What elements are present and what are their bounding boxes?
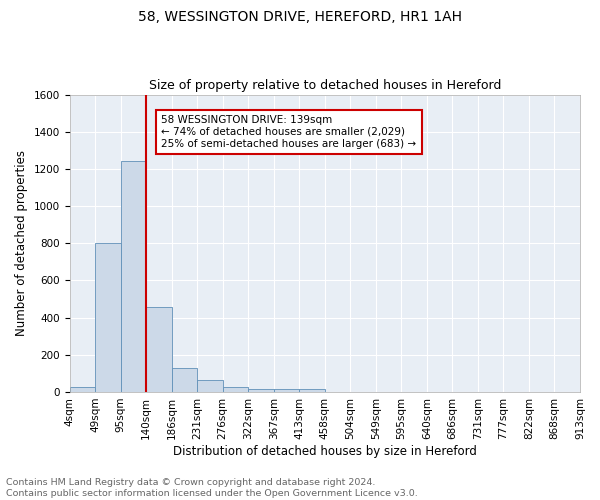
Bar [95,244,121,392]
Bar [172,368,197,392]
Y-axis label: Number of detached properties: Number of detached properties [15,150,28,336]
Text: 58 WESSINGTON DRIVE: 139sqm
← 74% of detached houses are smaller (2,029)
25% of : 58 WESSINGTON DRIVE: 139sqm ← 74% of det… [161,116,416,148]
Bar [299,388,325,392]
Text: Contains HM Land Registry data © Crown copyright and database right 2024.
Contai: Contains HM Land Registry data © Crown c… [6,478,418,498]
Title: Size of property relative to detached houses in Hereford: Size of property relative to detached ho… [149,79,501,92]
Bar [248,388,274,392]
X-axis label: Distribution of detached houses by size in Hereford: Distribution of detached houses by size … [173,444,477,458]
Bar [70,388,95,392]
Bar [121,162,146,392]
Bar [223,388,248,392]
Bar [197,380,223,392]
Bar [274,389,299,392]
Text: 58, WESSINGTON DRIVE, HEREFORD, HR1 1AH: 58, WESSINGTON DRIVE, HEREFORD, HR1 1AH [138,10,462,24]
Bar [146,308,172,392]
